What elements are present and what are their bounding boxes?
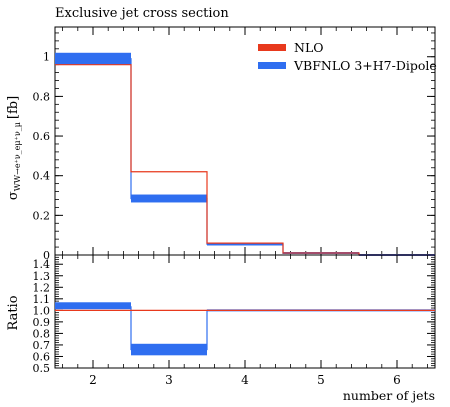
ratio-ytick-label: 1.0	[33, 304, 51, 317]
main-y-axis-label: σWW→e⁺ν_eμ⁺ν_μ [fb]	[6, 96, 22, 200]
legend-label-nlo: NLO	[294, 40, 324, 55]
ratio-ytick-label: 1.4	[33, 258, 51, 271]
main-ytick-label: 0.2	[33, 209, 51, 222]
ratio-ytick-label: 0.7	[33, 339, 51, 352]
svg-text:σWW→e⁺ν_eμ⁺ν_μ[fb]: σWW→e⁺ν_eμ⁺ν_μ [fb]	[6, 96, 22, 200]
ratio-ytick-label: 0.6	[33, 350, 51, 363]
ratio-y-axis-label: Ratio	[6, 295, 21, 330]
legend: NLO VBFNLO 3+H7-Dipole	[258, 40, 437, 73]
ylabel-unit: [fb]	[6, 96, 21, 119]
ratio-band-line	[55, 306, 435, 351]
x-tick-label: 3	[165, 373, 173, 387]
ratio-ytick-label: 0.9	[33, 316, 51, 329]
x-tick-label: 6	[393, 373, 401, 387]
ratio-ytick-label: 1.2	[33, 281, 51, 294]
main-ytick-label: 0.4	[33, 170, 51, 183]
main-band-line	[55, 58, 435, 256]
legend-swatch-vbfnlo	[258, 62, 286, 69]
x-tick-label: 5	[317, 373, 325, 387]
ylabel-symbol: σ	[6, 191, 21, 200]
ratio-frame	[54, 254, 436, 369]
main-plot-panel: 0 0.2 0.4 0.6 0.8 1	[33, 26, 436, 262]
main-nlo-line	[55, 64, 435, 256]
ratio-ytick-label: 0.5	[33, 362, 51, 375]
ratio-ytick-label: 1.1	[33, 293, 51, 306]
ratio-ytick-label: 1.3	[33, 270, 51, 283]
ratio-plot-panel: 0.50.60.70.80.91.01.11.21.31.4 2 3 4 5 6	[33, 254, 436, 387]
ratio-band-bin	[55, 302, 131, 310]
main-ytick-label: 0.8	[33, 90, 51, 103]
legend-label-vbfnlo: VBFNLO 3+H7-Dipole	[293, 58, 437, 73]
x-tick-label: 2	[89, 373, 97, 387]
x-axis-label: number of jets	[343, 388, 435, 403]
legend-swatch-nlo	[258, 44, 286, 51]
chart-title: Exclusive jet cross section	[55, 6, 229, 21]
ylabel-subscript: WW→e⁺ν_eμ⁺ν_μ	[13, 122, 22, 191]
main-ytick-label: 0	[43, 249, 50, 262]
main-ytick-label: 0.6	[33, 130, 51, 143]
main-ytick-label: 1	[43, 51, 50, 64]
ratio-ytick-label: 0.8	[33, 327, 51, 340]
x-tick-label: 4	[241, 373, 249, 387]
